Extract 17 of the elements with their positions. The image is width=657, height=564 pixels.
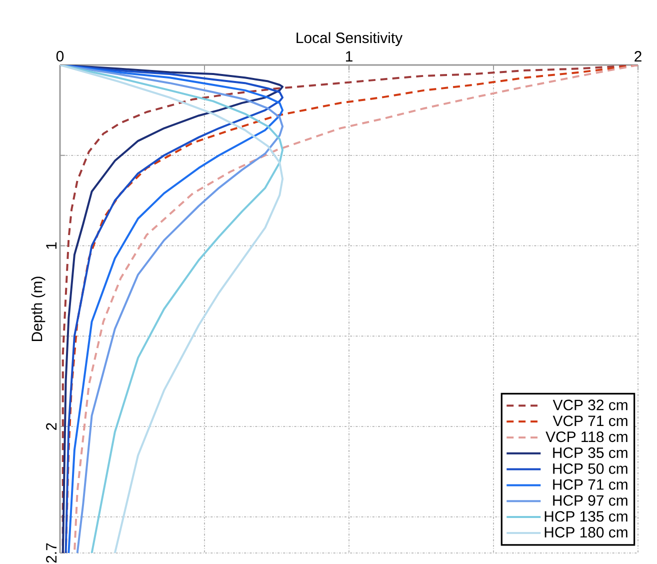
legend-label: VCP 71 cm <box>552 416 628 426</box>
legend-label: HCP 50 cm <box>553 463 628 474</box>
legend-label: HCP 97 cm <box>553 495 628 506</box>
x-axis-title: Local Sensitivity <box>296 32 403 46</box>
legend-label: HCP 180 cm <box>544 526 628 538</box>
x-tick-label: 0 <box>56 50 64 62</box>
y-axis-title: Depth (m) <box>31 276 46 342</box>
legend-label: VCP 32 cm <box>552 400 628 410</box>
y-tick-label: 2 <box>46 423 56 430</box>
x-tick-label: 2 <box>634 51 642 62</box>
y-tick-label: 2.7 <box>46 543 56 563</box>
y-tick-label: 1 <box>46 242 56 249</box>
legend-label: HCP 135 cm <box>544 511 628 522</box>
legend-label: HCP 71 cm <box>553 479 628 490</box>
x-tick-label: 1 <box>346 51 352 62</box>
legend-label: VCP 118 cm <box>546 432 628 442</box>
legend-label: HCP 35 cm <box>553 447 628 458</box>
